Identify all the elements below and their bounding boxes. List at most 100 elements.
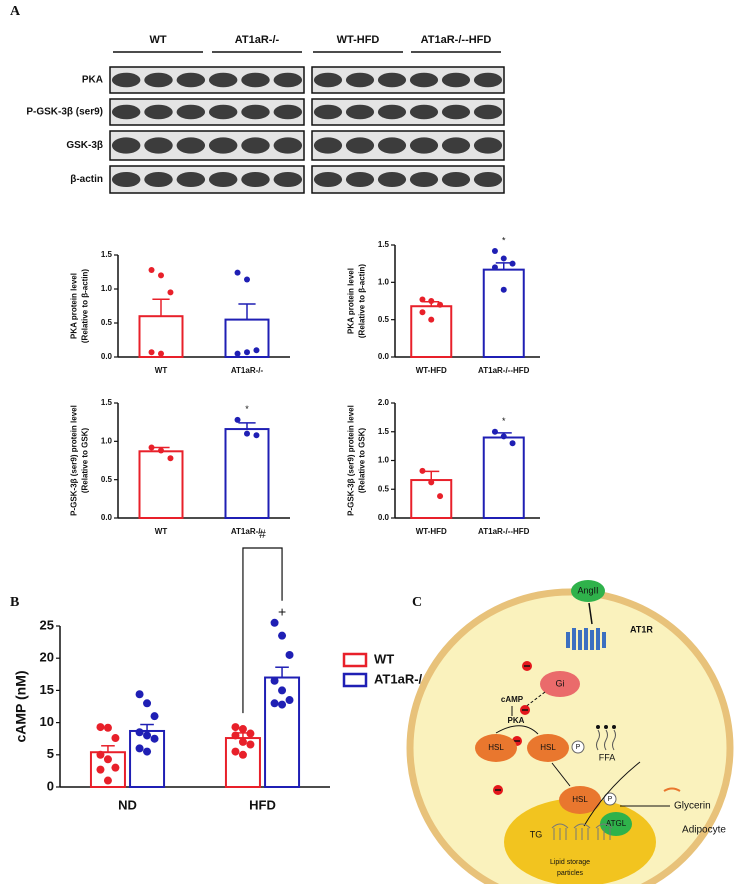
y-tick-label: 5 [47, 746, 54, 761]
blot-band [176, 72, 206, 88]
x-tick-label: WT [155, 366, 168, 375]
data-point [437, 493, 444, 500]
data-point [148, 266, 155, 273]
data-point [244, 430, 250, 437]
data-point [500, 255, 507, 262]
blot-frame [109, 165, 305, 194]
data-point [103, 755, 112, 764]
arrow [495, 725, 539, 735]
data-point [500, 286, 507, 293]
ffa-label: FFA [599, 752, 616, 762]
phospho [603, 792, 617, 806]
data-point [158, 447, 164, 454]
ffa-head [596, 725, 600, 729]
data-point [150, 712, 159, 721]
blot-row-label: β-actin [70, 174, 103, 185]
phospho-label: P [608, 796, 613, 803]
data-point [135, 728, 144, 737]
data-point [285, 696, 294, 705]
blot-band [409, 171, 439, 188]
blot-group-label: AT1aR-/- [235, 34, 280, 46]
arrow [588, 602, 593, 625]
data-point [111, 734, 120, 743]
data-point [278, 700, 287, 709]
x-tick-label: AT1aR-/- [231, 527, 264, 536]
y-axis-label: (Relative to GSK) [81, 427, 90, 493]
legend-label: AT1aR-/- [374, 671, 426, 686]
legend-swatch [342, 672, 368, 688]
data-point [135, 744, 144, 753]
y-axis-label: PKA protein level [70, 273, 79, 339]
legend-swatch [342, 652, 368, 668]
y-tick-label: 1.0 [101, 284, 113, 293]
blot-band [176, 104, 206, 120]
data-point [428, 479, 435, 486]
data-point [111, 763, 120, 772]
x-tick-label: AT1aR-/--HFD [478, 527, 530, 536]
y-tick-label: 20 [40, 650, 54, 665]
blot-band [473, 171, 503, 188]
phospho [571, 740, 585, 754]
blot-band [241, 72, 270, 88]
blot-band [441, 171, 471, 188]
blot-band [473, 72, 503, 88]
data-point [238, 725, 247, 734]
x-tick-label: WT [155, 527, 168, 536]
tg-icon [595, 823, 613, 840]
pka-label: PKA [508, 716, 525, 725]
comparison-bracket [242, 547, 283, 714]
data-point [428, 298, 435, 304]
blot-band [144, 137, 173, 154]
data-point [167, 455, 174, 462]
arrow [583, 761, 641, 827]
bar [138, 315, 184, 359]
blot-frame [109, 130, 305, 161]
x-tick-label: AT1aR-/--HFD [478, 366, 530, 375]
cell [406, 588, 734, 884]
y-axis-label: P-GSK-3β (ser9) protein level [347, 405, 356, 516]
lipid-label: Lipid storage [550, 859, 590, 866]
y-axis-label: (Relative to β-actin) [81, 269, 90, 344]
blot-band [208, 171, 238, 188]
data-point [428, 316, 435, 323]
x-tick-label: AT1aR-/- [231, 366, 264, 375]
y-axis-label: cAMP (nM) [13, 670, 29, 742]
data-point [150, 734, 159, 743]
data-point [148, 444, 155, 451]
blot-band [313, 171, 343, 188]
bar [129, 729, 166, 788]
bar [138, 450, 184, 519]
blot-band [377, 171, 407, 188]
blot-band [241, 104, 270, 120]
y-tick-label: 15 [40, 682, 54, 697]
blot-row-label: GSK-3β [66, 140, 103, 151]
blot-band [176, 137, 206, 154]
cell-label: Adipocyte [682, 825, 726, 836]
data-point [158, 350, 164, 357]
blot-band [111, 72, 141, 88]
blot-band [273, 171, 303, 188]
blot-row-label: P-GSK-3β (ser9) [26, 107, 103, 118]
data-point [419, 296, 426, 303]
y-tick-label: 0.5 [378, 484, 390, 493]
blot-band [273, 104, 303, 120]
data-point [285, 650, 294, 659]
significance-marker: * [502, 235, 506, 245]
data-point [491, 247, 498, 254]
angii-label: AngII [577, 585, 598, 595]
panel-label: C [412, 595, 422, 610]
blot-band [111, 137, 141, 154]
data-point [246, 740, 255, 749]
blot-band [377, 137, 407, 154]
x-tick-label: HFD [249, 797, 276, 812]
comparison-label: # [259, 527, 266, 541]
bar [482, 436, 525, 519]
blot-group-label: AT1aR-/--HFD [421, 34, 492, 46]
blot-frame [311, 130, 505, 161]
data-point [96, 723, 105, 732]
blot-band [241, 171, 270, 188]
blot-band [313, 137, 343, 154]
blot-band [377, 72, 407, 88]
data-point [231, 747, 240, 756]
blot-row-label: PKA [82, 75, 103, 86]
